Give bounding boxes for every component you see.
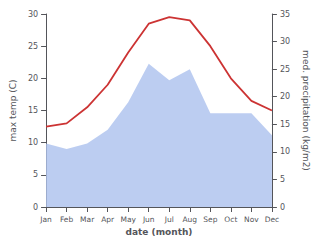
svg-text:30: 30 [28,10,38,19]
svg-text:Apr: Apr [101,215,115,224]
svg-text:Oct: Oct [224,215,237,224]
svg-text:20: 20 [28,74,38,83]
svg-text:10: 10 [280,147,290,156]
svg-text:35: 35 [280,10,290,19]
svg-text:Feb: Feb [60,215,74,224]
svg-text:Sep: Sep [203,215,217,224]
svg-text:Dec: Dec [265,215,280,224]
svg-text:med. precipitation (kg/m2): med. precipitation (kg/m2) [301,50,311,171]
svg-text:max temp (C): max temp (C) [8,79,18,141]
svg-text:date (month): date (month) [126,227,193,237]
svg-text:10: 10 [28,138,38,147]
svg-text:May: May [120,215,136,224]
svg-text:Jan: Jan [39,215,52,224]
svg-text:Jul: Jul [164,215,174,224]
svg-text:15: 15 [28,106,38,115]
svg-text:15: 15 [280,120,290,129]
svg-text:30: 30 [280,37,290,46]
svg-text:25: 25 [28,42,38,51]
svg-text:0: 0 [33,203,38,212]
svg-text:Mar: Mar [80,215,95,224]
svg-text:Aug: Aug [182,215,197,224]
svg-text:5: 5 [280,175,285,184]
svg-text:25: 25 [280,65,290,74]
svg-text:Nov: Nov [244,215,259,224]
svg-text:5: 5 [33,170,38,179]
svg-text:20: 20 [280,92,290,101]
svg-text:0: 0 [280,203,285,212]
svg-text:Jun: Jun [142,215,155,224]
